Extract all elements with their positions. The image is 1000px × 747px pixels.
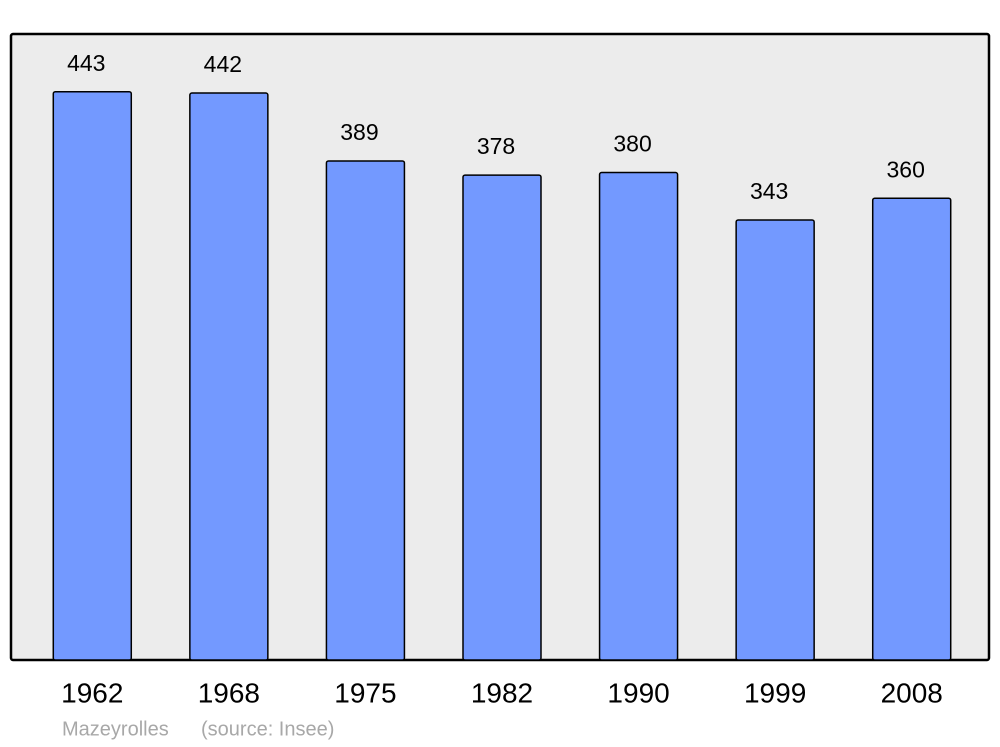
bar xyxy=(462,174,542,661)
x-tick-label: 1999 xyxy=(744,677,806,708)
bar xyxy=(735,219,815,661)
x-tick-label: 1982 xyxy=(471,677,533,708)
bar xyxy=(598,171,679,661)
value-label: 442 xyxy=(204,51,242,77)
source: (source: Insee) xyxy=(201,718,334,740)
x-tick-label: 2008 xyxy=(881,677,943,708)
x-tick-label: 1968 xyxy=(198,677,260,708)
x-tick-label: 1990 xyxy=(607,677,669,708)
value-label: 378 xyxy=(477,133,515,159)
bar xyxy=(325,160,406,661)
bar xyxy=(52,90,133,661)
value-label: 343 xyxy=(750,178,788,204)
bar xyxy=(871,197,952,661)
caption: Mazeyrolles xyxy=(62,718,169,740)
x-tick-label: 1975 xyxy=(334,677,396,708)
value-label: 389 xyxy=(340,119,378,145)
value-label: 380 xyxy=(613,131,651,157)
value-label: 360 xyxy=(887,156,925,182)
value-label: 443 xyxy=(67,50,105,76)
bar xyxy=(189,92,269,661)
x-tick-label: 1962 xyxy=(61,677,123,708)
